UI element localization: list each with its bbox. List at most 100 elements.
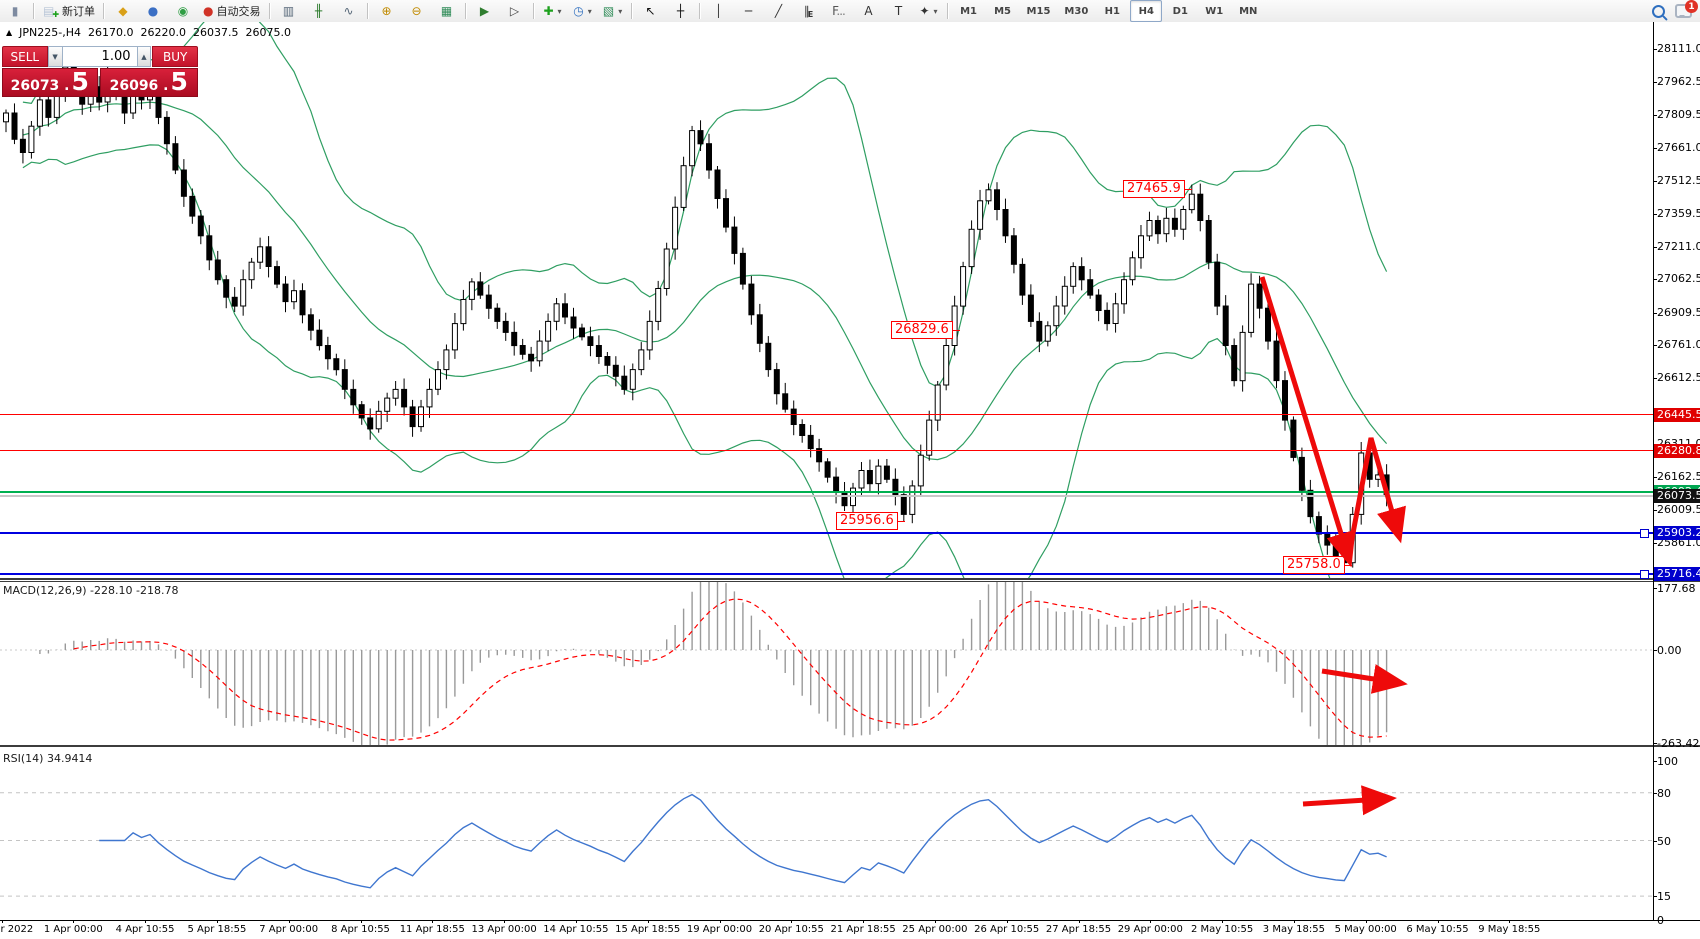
macd-panel[interactable] <box>0 582 1700 745</box>
candle-body <box>248 261 255 281</box>
chart-candles-icon[interactable]: ╫ <box>305 0 333 22</box>
candle-body <box>189 195 196 217</box>
tile-windows-icon[interactable]: ▦ <box>433 0 461 22</box>
vline-tool-icon[interactable]: │ <box>705 0 733 22</box>
candle-body <box>807 434 814 450</box>
level-line-26092.4[interactable] <box>0 490 1653 493</box>
line-handle-marker[interactable] <box>1640 529 1649 539</box>
search-icon[interactable] <box>1652 4 1665 18</box>
price-annotation-27465.9[interactable]: 27465.9 <box>1123 180 1192 198</box>
candle-body <box>917 454 924 487</box>
toolbar-separator <box>366 3 369 19</box>
crosshair-icon[interactable]: ┼ <box>667 0 695 22</box>
price-tick-label: 26162.5 <box>1657 469 1700 483</box>
zoom-out-icon[interactable]: ⊖ <box>403 0 431 22</box>
time-label: 25 Apr 00:00 <box>902 924 968 935</box>
shapes-tool-icon[interactable]: ✦ ▾ <box>915 0 943 22</box>
timeframe-m5[interactable]: M5 <box>994 5 1011 17</box>
price-tick-label: 26612.5 <box>1657 370 1700 384</box>
candle-body <box>333 358 340 371</box>
price-tick-label: 27062.5 <box>1657 272 1700 286</box>
level-line-26280.8[interactable] <box>0 450 1653 452</box>
level-line-25903.2[interactable] <box>0 532 1653 535</box>
buy-price[interactable]: 26096 . 5 <box>99 68 198 97</box>
candle-body <box>731 226 738 254</box>
sell-price-main: 26073 . <box>10 78 70 94</box>
timeframe-mn[interactable]: MN <box>1239 5 1258 17</box>
line-handle-marker[interactable] <box>1640 570 1649 580</box>
price-annotation-26829.6[interactable]: 26829.6 <box>891 321 960 339</box>
market-depth-icon[interactable]: ◆ <box>109 0 137 22</box>
candle-body <box>900 494 907 515</box>
timeframe-w1[interactable]: W1 <box>1205 5 1224 17</box>
trendline-tool-icon[interactable]: ╱ <box>765 0 793 22</box>
time-label: 27 Apr 18:55 <box>1045 924 1112 935</box>
candle-body <box>1104 309 1111 325</box>
toolbar-separator <box>464 3 467 19</box>
rsi-axis-tick <box>1653 760 1657 762</box>
price-annotation-25956.6[interactable]: 25956.6 <box>836 512 905 530</box>
period-clock-button[interactable]: ◷ ▾ <box>569 0 597 22</box>
candle-body <box>485 294 492 309</box>
auto-scroll-icon: ▶ <box>479 4 490 18</box>
chart-flag-icon: ▲ <box>6 28 13 37</box>
text-tool-icon[interactable]: A <box>855 0 883 22</box>
hline-tool-icon[interactable]: ─ <box>735 0 763 22</box>
time-tick <box>719 920 721 923</box>
add-indicator-button[interactable]: ✚ ▾ <box>539 0 567 22</box>
dropdown-caret-icon[interactable]: ▾ <box>587 6 592 16</box>
level-line-26073.5[interactable] <box>0 495 1653 498</box>
candle-body <box>748 283 755 316</box>
main-chart-panel[interactable] <box>0 22 1700 578</box>
price-annotation-25758.0[interactable]: 25758.0 <box>1283 556 1352 574</box>
price-tick-label: 26909.5 <box>1657 305 1700 319</box>
chart-bars-icon[interactable]: ▥ <box>275 0 303 22</box>
auto-scroll-icon[interactable]: ▶ <box>471 0 499 22</box>
candle-body <box>367 417 374 430</box>
candle-body <box>451 323 458 351</box>
clipped-toolbar-icon[interactable]: ▮ <box>1 0 29 22</box>
candle-body <box>350 388 357 406</box>
volume-input[interactable] <box>62 46 137 67</box>
sell-button[interactable]: SELL <box>2 46 48 67</box>
level-line-26445.5[interactable] <box>0 414 1653 415</box>
timeframe-m1[interactable]: M1 <box>960 5 977 17</box>
signals-icon: ◉ <box>177 4 189 18</box>
community-icon[interactable]: ● <box>139 0 167 22</box>
time-tick <box>360 920 362 923</box>
timeframe-m15[interactable]: M15 <box>1026 5 1051 17</box>
chart-shift-icon[interactable]: ▷ <box>501 0 529 22</box>
candle-body <box>570 316 577 329</box>
rsi-axis-label: 100 <box>1657 754 1678 768</box>
template-button[interactable]: ▧ ▾ <box>599 0 627 22</box>
dropdown-caret-icon[interactable]: ▾ <box>618 6 623 16</box>
chart-candles-icon: ╫ <box>314 4 323 18</box>
chart-line-icon[interactable]: ∿ <box>335 0 363 22</box>
dropdown-caret-icon[interactable]: ▾ <box>933 6 938 16</box>
timeframe-m30[interactable]: M30 <box>1064 5 1089 17</box>
timeframe-h4[interactable]: H4 <box>1130 0 1163 22</box>
label-tool-icon[interactable]: T <box>885 0 913 22</box>
price-badge-25716.4: 25716.4 <box>1654 567 1700 582</box>
timeframe-d1[interactable]: D1 <box>1172 5 1188 17</box>
cursor-icon[interactable]: ↖ <box>637 0 665 22</box>
level-line-25716.4[interactable] <box>0 573 1653 576</box>
buy-button[interactable]: BUY <box>152 46 198 67</box>
candle-body <box>756 314 763 344</box>
volume-increase-button[interactable]: ▲ <box>136 46 152 67</box>
autotrading-button[interactable]: ● 自动交易 <box>199 0 264 22</box>
signals-icon[interactable]: ◉ <box>169 0 197 22</box>
timeframe-h1[interactable]: H1 <box>1104 5 1120 17</box>
fibonacci-tool-icon[interactable]: F ⋯ <box>825 0 853 22</box>
channel-tool-icon[interactable]: ∥ E <box>795 0 823 22</box>
sell-price[interactable]: 26073 . 5 <box>2 68 98 97</box>
zoom-in-icon[interactable]: ⊕ <box>373 0 401 22</box>
new-order-button[interactable]: ▤ ✚ 新订单 <box>39 0 99 22</box>
chat-icon[interactable]: 1 <box>1675 0 1698 18</box>
candle-body <box>435 369 441 390</box>
volume-decrease-button[interactable]: ▼ <box>47 46 63 67</box>
rsi-panel[interactable] <box>0 748 1700 920</box>
time-label: 26 Apr 10:55 <box>974 924 1040 935</box>
price-tick <box>1653 214 1657 215</box>
dropdown-caret-icon[interactable]: ▾ <box>557 6 562 16</box>
